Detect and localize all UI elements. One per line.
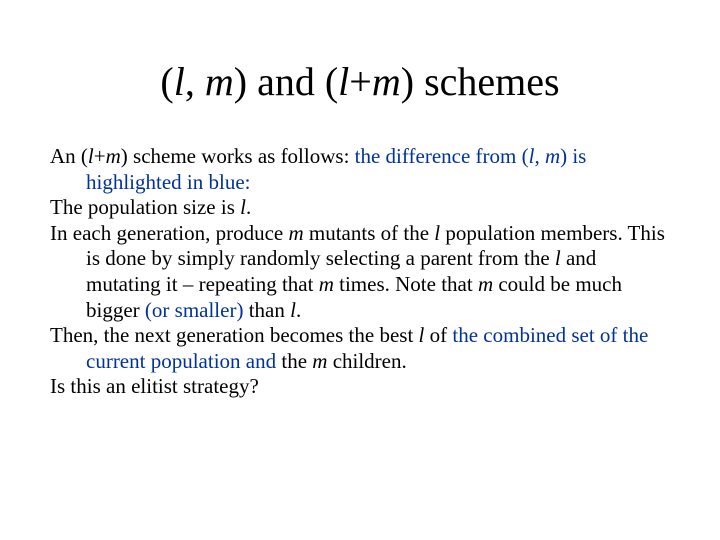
var-m: m <box>288 221 303 245</box>
slide-body: An (l+m) scheme works as follows: the di… <box>50 144 670 400</box>
title-text: , <box>185 59 205 104</box>
var-m: m <box>106 144 121 168</box>
paragraph-nextgen: Then, the next generation becomes the be… <box>50 323 670 374</box>
title-var-m: m <box>205 59 234 104</box>
body-text: . <box>296 298 301 322</box>
body-text: In each generation, produce <box>50 221 288 245</box>
title-text: ( <box>160 59 173 104</box>
body-text: of <box>424 323 452 347</box>
body-text: + <box>94 144 106 168</box>
body-text: An ( <box>50 144 88 168</box>
paragraph-generation: In each generation, produce m mutants of… <box>50 221 670 323</box>
title-text: + <box>349 59 372 104</box>
highlight-text: , <box>534 144 545 168</box>
body-text: . <box>246 195 251 219</box>
title-text: ) and ( <box>234 59 338 104</box>
body-text: Is this an elitist strategy? <box>50 374 259 398</box>
slide-title: (l, m) and (l+m) schemes <box>50 60 670 104</box>
var-m: m <box>478 272 493 296</box>
body-text: Then, the next generation becomes the be… <box>50 323 419 347</box>
title-text: ) schemes <box>401 59 560 104</box>
body-text: the <box>276 349 312 373</box>
slide: (l, m) and (l+m) schemes An (l+m) scheme… <box>0 0 720 540</box>
body-text: mutants of the <box>304 221 435 245</box>
paragraph-question: Is this an elitist strategy? <box>50 374 670 400</box>
title-var-m: m <box>372 59 401 104</box>
body-text: ) scheme works as follows: <box>121 144 355 168</box>
body-text: children. <box>327 349 406 373</box>
body-text: than <box>249 298 290 322</box>
highlight-text: the difference from ( <box>355 144 529 168</box>
title-var-l: l <box>338 59 349 104</box>
paragraph-popsize: The population size is l. <box>50 195 670 221</box>
highlight-var-m: m <box>545 144 560 168</box>
var-m: m <box>319 272 334 296</box>
var-m: m <box>312 349 327 373</box>
paragraph-intro: An (l+m) scheme works as follows: the di… <box>50 144 670 195</box>
body-text: The population size is <box>50 195 240 219</box>
title-var-l: l <box>174 59 185 104</box>
body-text: times. Note that <box>334 272 478 296</box>
highlight-text: (or smaller) <box>145 298 249 322</box>
